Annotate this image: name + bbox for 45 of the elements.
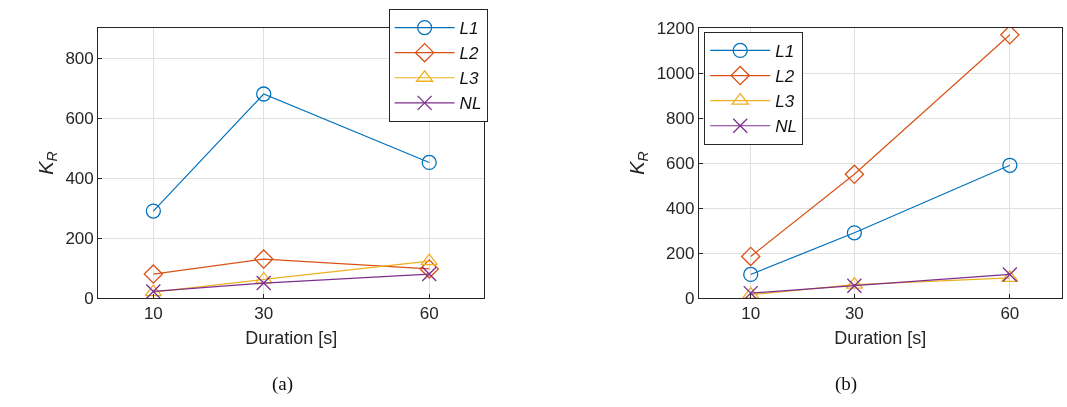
x-tick-label: 60 <box>419 304 439 324</box>
x-tick-label: 10 <box>143 304 163 324</box>
point <box>256 275 272 291</box>
y-tick-label: 800 <box>666 108 695 128</box>
x-tick-label: 30 <box>254 304 274 324</box>
y-tick-label: 600 <box>666 153 695 173</box>
y-tick-label: 1200 <box>656 18 695 38</box>
point <box>1002 157 1018 173</box>
y-tick-label: 1000 <box>656 63 695 83</box>
y-tick-label: 200 <box>65 229 94 248</box>
x-axis-title: Duration [s] <box>245 327 338 348</box>
text: (a) <box>272 373 294 395</box>
legend-label: L3 <box>459 69 480 89</box>
point <box>846 225 863 241</box>
point <box>1000 28 1020 45</box>
text: (b) <box>835 373 858 395</box>
x-tick-label: 60 <box>1000 304 1020 324</box>
legend-label: L1 <box>459 19 479 39</box>
point <box>421 154 437 171</box>
point <box>740 246 761 267</box>
point <box>253 249 274 269</box>
point <box>846 278 863 294</box>
y-tick-label: 0 <box>84 289 94 309</box>
point <box>844 164 865 185</box>
x-tick-label: 10 <box>741 304 761 324</box>
legend-label: L2 <box>459 44 480 64</box>
legend-label: NL <box>775 117 797 137</box>
point <box>743 266 759 283</box>
point <box>143 264 164 284</box>
point <box>256 86 272 102</box>
x-axis-title: Duration [s] <box>834 327 927 348</box>
legend-label: L3 <box>775 92 795 112</box>
y-tick-label: 0 <box>685 289 695 309</box>
y-tick-label: 400 <box>666 198 695 218</box>
y-tick-label: 800 <box>65 48 94 68</box>
legend-label: L1 <box>775 42 795 62</box>
y-tick-label: 400 <box>65 168 94 188</box>
legend-label: NL <box>459 94 482 114</box>
point <box>420 253 438 266</box>
legend-label: L2 <box>775 67 795 87</box>
y-tick-label: 200 <box>666 244 695 263</box>
x-tick-label: 30 <box>844 304 864 324</box>
y-tick-label: 600 <box>65 108 94 128</box>
point <box>145 203 161 219</box>
point <box>419 259 439 279</box>
